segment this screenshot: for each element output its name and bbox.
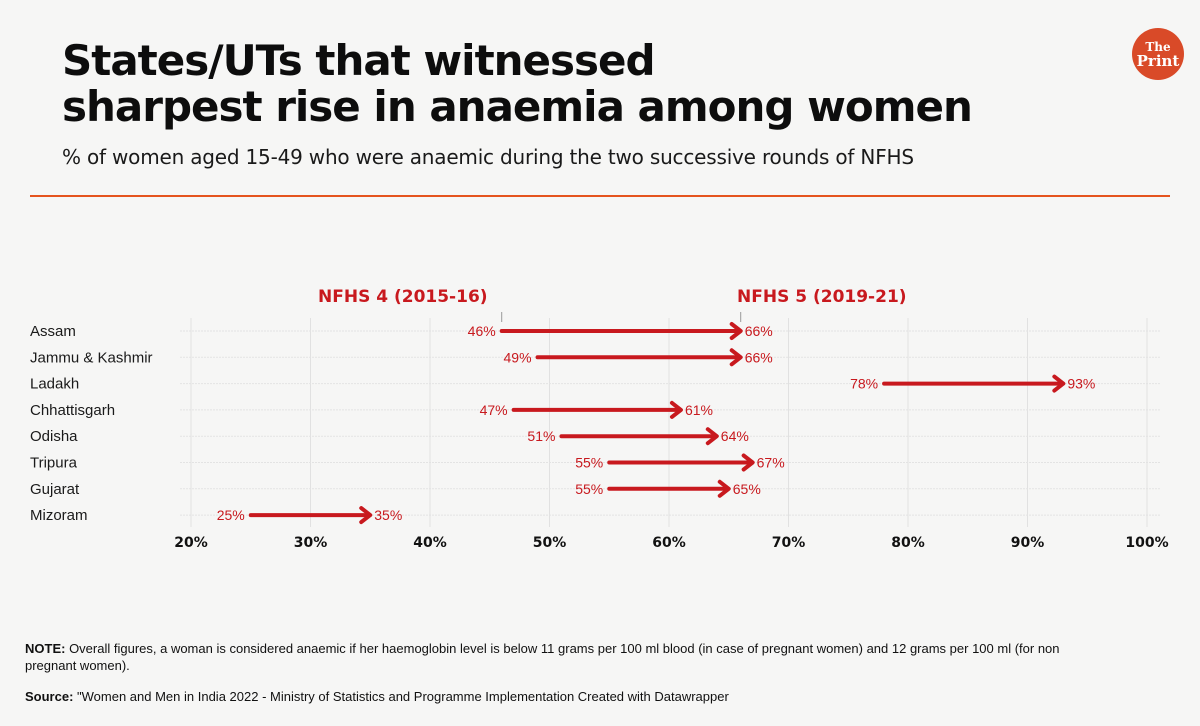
- end-value-label: 67%: [757, 455, 785, 471]
- end-value-label: 66%: [745, 323, 773, 339]
- arrow-head: [1052, 374, 1066, 393]
- arrow-chart: 20% 30% 40% 50% 60% 70% 80% 90% 100% Assam 46% 66% J…: [30, 312, 1169, 551]
- title-line-1: States/UTs that witnessed: [62, 36, 656, 85]
- x-tick-label: 90%: [1011, 535, 1045, 551]
- end-value-label: 61%: [685, 402, 713, 418]
- category-label: Odisha: [30, 428, 78, 445]
- category-label: Chhattisgarh: [30, 402, 115, 419]
- series-label-nfhs5: NFHS 5 (2019-21): [737, 287, 907, 307]
- the-print-logo: The Print: [1132, 28, 1184, 80]
- arrow-head: [359, 506, 373, 525]
- source-label: Source:: [25, 689, 74, 704]
- note-label: NOTE:: [25, 641, 66, 656]
- end-value-label: 66%: [745, 349, 773, 365]
- logo-line-2: Print: [1136, 52, 1180, 70]
- x-tick-label: 20%: [174, 535, 208, 551]
- start-value-label: 25%: [217, 507, 245, 523]
- start-value-label: 51%: [527, 428, 555, 444]
- x-tick-label: 60%: [652, 535, 686, 551]
- category-label: Assam: [30, 323, 76, 340]
- end-value-label: 93%: [1067, 376, 1095, 392]
- category-label: Ladakh: [30, 376, 79, 393]
- title-line-2: sharpest rise in anaemia among women: [62, 82, 973, 131]
- category-label: Jammu & Kashmir: [30, 349, 153, 366]
- arrow-head: [717, 479, 731, 498]
- source-line: Source: "Women and Men in India 2022 - M…: [25, 689, 729, 704]
- x-tick-label: 40%: [413, 535, 447, 551]
- x-tick-label: 80%: [891, 535, 925, 551]
- header-divider: [30, 195, 1170, 197]
- category-label: Tripura: [30, 455, 78, 472]
- footnote: NOTE: Overall figures, a woman is consid…: [25, 640, 1085, 674]
- start-value-label: 55%: [575, 481, 603, 497]
- start-value-label: 78%: [850, 376, 878, 392]
- note-text: Overall figures, a woman is considered a…: [25, 641, 1060, 673]
- source-text: "Women and Men in India 2022 - Ministry …: [73, 689, 729, 704]
- chart-subtitle: % of women aged 15-49 who were anaemic d…: [62, 145, 914, 169]
- logo-line-1: The: [1145, 40, 1171, 54]
- arrow-head: [729, 348, 743, 367]
- x-tick-label: 100%: [1125, 535, 1168, 551]
- chart-title: States/UTs that witnessed sharpest rise …: [62, 36, 973, 131]
- arrow-head: [669, 400, 683, 419]
- series-label-nfhs4: NFHS 4 (2015-16): [318, 287, 488, 307]
- start-value-label: 49%: [504, 349, 532, 365]
- start-value-label: 47%: [480, 402, 508, 418]
- x-tick-label: 50%: [533, 535, 567, 551]
- end-value-label: 65%: [733, 481, 761, 497]
- end-value-label: 64%: [721, 428, 749, 444]
- category-label: Mizoram: [30, 507, 88, 524]
- category-label: Gujarat: [30, 481, 80, 498]
- start-value-label: 46%: [468, 323, 496, 339]
- end-value-label: 35%: [374, 507, 402, 523]
- x-tick-label: 70%: [772, 535, 806, 551]
- arrow-head: [705, 427, 719, 446]
- start-value-label: 55%: [575, 455, 603, 471]
- arrow-head: [741, 453, 755, 472]
- x-tick-label: 30%: [294, 535, 328, 551]
- arrow-head: [729, 322, 743, 340]
